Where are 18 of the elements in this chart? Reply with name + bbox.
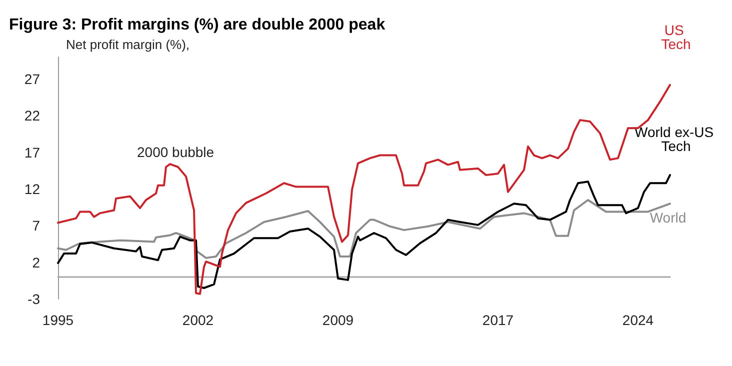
y-tick-label: 22: [24, 108, 40, 124]
series-label: World: [650, 210, 686, 226]
chart-title: Figure 3: Profit margins (%) are double 2000 peak: [9, 16, 386, 34]
x-tick-label: 2024: [622, 312, 654, 328]
x-tick-label: 2009: [322, 312, 354, 328]
y-tick-label: 17: [24, 144, 40, 160]
y-tick-label: 12: [24, 181, 40, 197]
x-tick-label: 2002: [182, 312, 214, 328]
x-tick-label: 1995: [42, 312, 74, 328]
y-tick-label: 27: [24, 71, 40, 87]
annotation: 2000 bubble: [137, 144, 214, 160]
y-axis-title: Net profit margin (%),: [66, 37, 190, 52]
text: US Tech: [661, 22, 691, 52]
y-tick-label: 2: [32, 254, 40, 270]
text: World ex-US Tech: [634, 124, 718, 154]
y-tick-label: -3: [28, 291, 40, 307]
x-tick-label: 2017: [482, 312, 514, 328]
y-tick-label: 7: [32, 218, 40, 234]
